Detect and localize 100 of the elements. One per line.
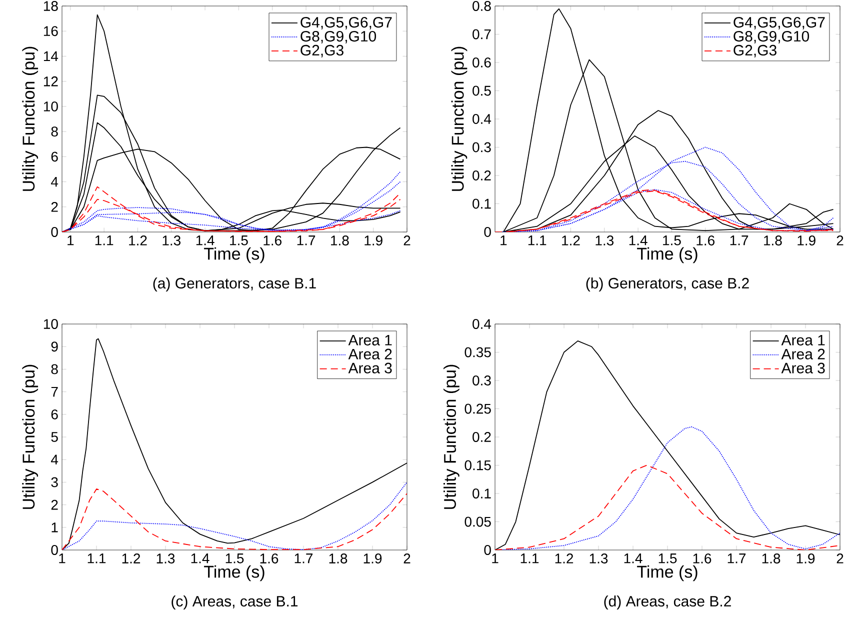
y-tick-label: 4 bbox=[50, 454, 58, 464]
y-tick-label: 8 bbox=[51, 126, 58, 137]
x-tick-label: 1.1 bbox=[520, 554, 539, 564]
legend-label: G4,G5,G6,G7 bbox=[300, 16, 392, 30]
x-tick-label: 1.7 bbox=[728, 554, 746, 564]
legend-label: Area 3 bbox=[348, 362, 392, 374]
y-tick-label: 0.25 bbox=[464, 404, 491, 414]
x-tick-label: 1.3 bbox=[590, 554, 608, 564]
x-tick-label: 1.1 bbox=[528, 236, 546, 246]
x-tick-label: 1.5 bbox=[230, 236, 248, 246]
x-tick-label: 1.3 bbox=[596, 236, 614, 246]
legend-label: G4,G5,G6,G7 bbox=[734, 16, 825, 30]
y-tick-label: 0.1 bbox=[472, 488, 491, 498]
x-tick-label: 1 bbox=[68, 236, 74, 246]
y-tick-label: 0.4 bbox=[472, 319, 492, 329]
legend-label: Area 1 bbox=[781, 334, 825, 346]
text: (b) Generators, case B.2 bbox=[586, 278, 749, 292]
y-tick-label: 0 bbox=[51, 227, 58, 237]
x-tick-label: 1.2 bbox=[129, 236, 147, 246]
x-tick-label: 2 bbox=[404, 236, 410, 246]
legend-label: Area 1 bbox=[348, 334, 392, 346]
x-axis-title: Time (s) bbox=[637, 565, 698, 582]
x-tick-label: 1.5 bbox=[663, 236, 681, 246]
y-tick-label: 0.4 bbox=[472, 114, 492, 124]
x-tick-label: 1.6 bbox=[260, 554, 278, 564]
y-tick-label: 0.35 bbox=[464, 347, 491, 358]
y-tick-label: 0 bbox=[484, 227, 491, 237]
x-tick-label: 1 bbox=[59, 554, 66, 564]
x-tick-label: 1.4 bbox=[624, 554, 642, 564]
x-tick-label: 1.7 bbox=[297, 236, 316, 246]
x-tick-label: 1.1 bbox=[95, 236, 114, 246]
x-tick-label: 1.1 bbox=[88, 554, 106, 564]
x-tick-label: 1.9 bbox=[796, 554, 815, 564]
y-tick-label: 0.2 bbox=[472, 432, 491, 442]
x-tick-label: 2 bbox=[836, 236, 844, 246]
x-tick-label: 1.8 bbox=[329, 554, 348, 564]
x-tick-label: 1.4 bbox=[191, 554, 210, 564]
x-tick-label: 1 bbox=[492, 554, 498, 564]
y-tick-label: 0.05 bbox=[464, 516, 491, 527]
x-tick-label: 1.6 bbox=[693, 554, 712, 564]
y-tick-label: 0.7 bbox=[472, 29, 491, 40]
y-tick-label: 8 bbox=[51, 364, 58, 374]
y-tick-label: 6 bbox=[51, 409, 58, 420]
y-tick-label: 2 bbox=[51, 500, 58, 510]
legend-label: Area 2 bbox=[348, 348, 392, 360]
x-tick-label: 1.8 bbox=[331, 236, 349, 246]
y-tick-label: 0.3 bbox=[472, 376, 491, 386]
x-axis-title: Time (s) bbox=[637, 247, 698, 264]
text: (d) Areas, case B.2 bbox=[604, 596, 731, 610]
x-tick-label: 2 bbox=[836, 554, 844, 564]
x-tick-label: 1.6 bbox=[696, 236, 714, 246]
y-tick-label: 0.1 bbox=[472, 198, 491, 209]
y-tick-label: 10 bbox=[44, 101, 58, 112]
legend-label: G2,G3 bbox=[734, 44, 776, 58]
x-tick-label: 1.5 bbox=[226, 554, 244, 564]
x-tick-label: 1.9 bbox=[364, 554, 382, 564]
y-tick-label: 0.15 bbox=[464, 460, 491, 470]
y-axis-title: Utility Function (pu) bbox=[22, 364, 38, 509]
y-tick-label: 0 bbox=[51, 545, 58, 555]
y-tick-label: 0.6 bbox=[472, 58, 491, 68]
x-axis-title: Time (s) bbox=[204, 247, 264, 264]
y-tick-label: 4 bbox=[50, 176, 58, 187]
y-tick-label: 12 bbox=[44, 76, 58, 86]
y-tick-label: 3 bbox=[51, 477, 58, 488]
x-tick-label: 1.4 bbox=[629, 236, 648, 246]
y-tick-label: 0.5 bbox=[472, 86, 491, 96]
x-tick-label: 2 bbox=[404, 554, 410, 564]
text: (c) Areas, case B.1 bbox=[172, 596, 298, 610]
x-tick-label: 1.9 bbox=[364, 236, 382, 246]
x-tick-label: 1.9 bbox=[798, 236, 816, 246]
x-tick-label: 1.8 bbox=[762, 554, 780, 564]
y-axis-title: Utility Function (pu) bbox=[22, 46, 38, 191]
y-tick-label: 6 bbox=[51, 152, 58, 162]
y-tick-label: 0 bbox=[484, 545, 491, 555]
y-tick-label: 14 bbox=[44, 51, 58, 62]
y-tick-label: 1 bbox=[52, 522, 58, 532]
legend-label: Area 2 bbox=[781, 348, 825, 360]
x-tick-label: 1.2 bbox=[122, 554, 140, 564]
x-tick-label: 1.3 bbox=[156, 554, 175, 564]
x-tick-label: 1.7 bbox=[294, 554, 313, 564]
y-axis-title: Utility Function (pu) bbox=[444, 364, 460, 509]
x-tick-label: 1.5 bbox=[658, 554, 677, 564]
y-tick-label: 0.8 bbox=[472, 1, 491, 11]
legend-label: G8,G9,G10 bbox=[734, 30, 810, 44]
y-tick-label: 0.3 bbox=[472, 142, 491, 152]
legend-label: G2,G3 bbox=[300, 44, 344, 58]
y-tick-label: 7 bbox=[51, 386, 58, 397]
y-tick-label: 18 bbox=[44, 1, 58, 11]
x-tick-label: 1 bbox=[500, 236, 507, 246]
y-tick-label: 9 bbox=[51, 342, 58, 352]
x-tick-label: 1.7 bbox=[730, 236, 748, 246]
y-tick-label: 2 bbox=[51, 202, 58, 212]
y-tick-label: 5 bbox=[51, 432, 58, 442]
legend-label: G8,G9,G10 bbox=[300, 30, 376, 44]
x-axis-title: Time (s) bbox=[204, 565, 264, 582]
x-tick-label: 1.6 bbox=[264, 236, 282, 246]
x-tick-label: 1.2 bbox=[562, 236, 580, 246]
text: (a) Generators, case B.1 bbox=[153, 278, 316, 292]
x-tick-label: 1.3 bbox=[162, 236, 181, 246]
x-tick-label: 1.8 bbox=[764, 236, 782, 246]
